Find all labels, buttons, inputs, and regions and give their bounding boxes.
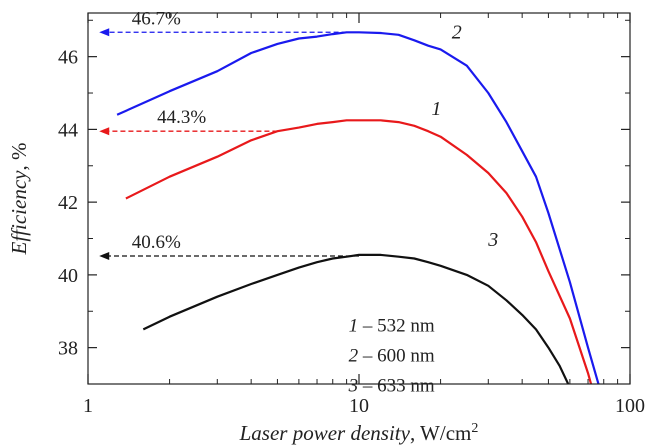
curves-group	[116, 31, 600, 384]
y-tick-label-42: 42	[58, 192, 78, 214]
annotation-arrowhead-3	[99, 251, 110, 260]
x-axis-title-rest: , W/cm	[410, 421, 471, 445]
series-label-3: 3	[487, 229, 498, 251]
x-tick-label-100: 100	[615, 395, 645, 417]
annotation-text-2: 44.3%	[157, 107, 206, 128]
annotation-text-3: 40.6%	[132, 232, 181, 253]
annotation-arrowhead-1	[99, 28, 110, 37]
plot-frame	[87, 12, 631, 385]
y-tick-label-40: 40	[58, 265, 78, 287]
legend-entry-number-3: 3	[348, 376, 359, 397]
y-tick-label-38: 38	[58, 338, 78, 360]
x-tick-label-1: 1	[83, 395, 93, 417]
y-tick-label-46: 46	[58, 47, 78, 69]
series-label-2: 2	[452, 21, 462, 43]
legend-entry-text-3: – 633 nm	[358, 376, 435, 397]
y-tick-label-44: 44	[58, 119, 78, 141]
x-tick-label-10: 10	[349, 395, 369, 417]
legend-entry-text-1: – 532 nm	[358, 316, 435, 337]
series-label-1: 1	[431, 98, 441, 120]
y-axis-title-italic: Efficiency	[7, 170, 31, 256]
x-axis-title-italic: Laser power density	[239, 421, 411, 445]
x-axis-title-sup: 2	[471, 421, 478, 436]
legend-entry-text-2: – 600 nm	[358, 346, 435, 367]
y-axis-title-rest: , %	[7, 143, 31, 171]
series-line-3	[142, 253, 570, 384]
legend-entry-3: 3 – 633 nm	[348, 376, 435, 397]
series-line-1	[125, 119, 593, 384]
legend-entry-number-2: 2	[349, 346, 359, 367]
legend-entry-1: 1 – 532 nm	[349, 316, 435, 337]
series-line-2	[116, 31, 600, 384]
annotation-arrowhead-2	[99, 127, 110, 136]
legend-entry-number-1: 1	[349, 316, 359, 337]
y-axis-title: Efficiency, %	[7, 143, 31, 256]
annotation-text-1: 46.7%	[132, 8, 181, 29]
x-axis-title: Laser power density, W/cm2	[239, 421, 479, 445]
legend-entry-2: 2 – 600 nm	[349, 346, 435, 367]
